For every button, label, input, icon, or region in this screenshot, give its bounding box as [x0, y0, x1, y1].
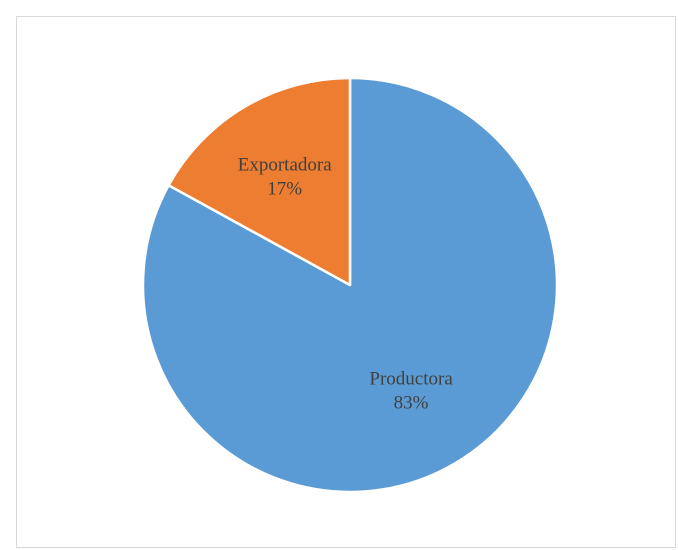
slice-label-percent: 83%: [394, 392, 429, 413]
slice-label-name: Exportadora: [238, 155, 332, 176]
slice-label-name: Productora: [369, 368, 453, 389]
pie-labels: Productora 83% Exportadora 17%: [238, 155, 454, 414]
slice-label-percent: 17%: [267, 179, 302, 200]
pie-slice-exportadora: [167, 76, 352, 287]
pie-slices: [141, 76, 559, 494]
